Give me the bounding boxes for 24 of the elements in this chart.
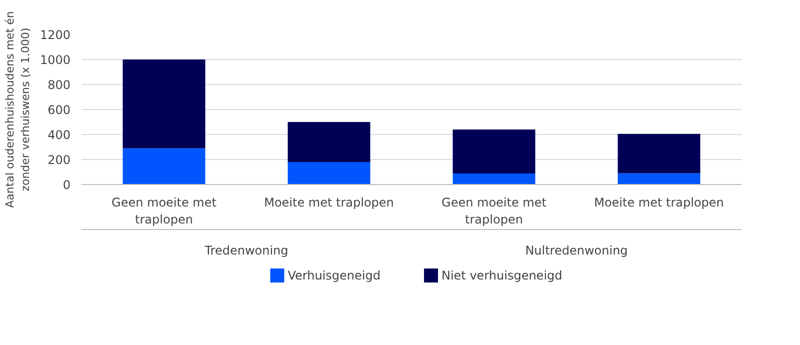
bar [452,130,536,174]
text: Nultredenwoning [525,244,628,258]
x-tick-label: Geen moeite met traplopen [442,196,547,226]
bar [122,148,206,184]
text: Tredenwoning [204,244,288,258]
y-tick-label: 800 [48,78,70,92]
y-tick-label: 1000 [40,53,71,67]
bar [288,122,370,162]
bar [618,173,700,184]
bar [618,134,700,174]
y-tick-label: 600 [48,103,70,117]
bar [452,174,536,184]
x-tick-label: Moeite met traplopen [264,196,394,210]
y-tick-label: 400 [48,128,70,142]
x-tick-label: Moeite met traplopen [594,196,724,210]
y-axis-title: Aantal ouderenhuishoudens met én zonder verhuiswens (x 1.000) [3,11,32,208]
bar [122,60,206,148]
y-tick-label: 1200 [40,28,71,42]
x-tick-label: Geen moeite met traplopen [112,196,217,226]
legend-label: Verhuisgeneigd [288,268,380,282]
legend-label: Niet verhuisgeneigd [441,268,562,282]
y-tick-label: 200 [48,153,70,167]
y-tick-label: 0 [62,178,71,192]
bar [288,162,370,184]
